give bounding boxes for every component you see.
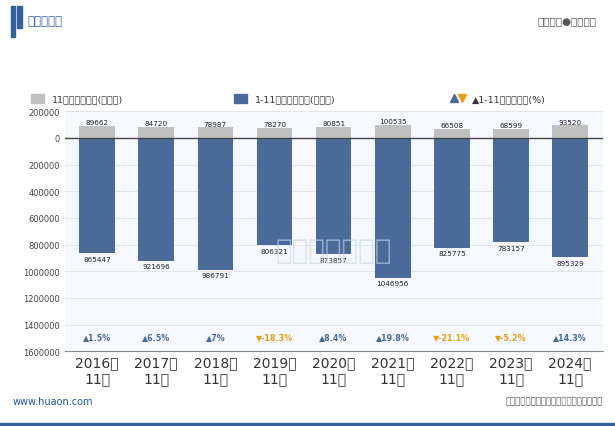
Bar <box>197 138 233 270</box>
Text: ▲7%: ▲7% <box>205 332 225 341</box>
Text: 78270: 78270 <box>263 121 286 127</box>
Text: ▲6.5%: ▲6.5% <box>142 332 170 341</box>
Text: 89662: 89662 <box>85 120 109 126</box>
Text: 华经产业研究院: 华经产业研究院 <box>276 237 392 265</box>
Text: 873857: 873857 <box>320 257 347 263</box>
Bar <box>138 127 174 138</box>
Bar <box>11 7 15 38</box>
Text: 80851: 80851 <box>322 121 345 127</box>
Text: 806321: 806321 <box>261 248 288 254</box>
Bar <box>257 138 292 246</box>
Text: 数据来源：中国海关；华经产业研究院整理: 数据来源：中国海关；华经产业研究院整理 <box>506 397 603 406</box>
Text: 2016-2024年11月吉林省外商投资企业进出口总额: 2016-2024年11月吉林省外商投资企业进出口总额 <box>161 58 454 76</box>
Bar <box>493 138 529 243</box>
Text: 865447: 865447 <box>83 256 111 262</box>
Bar <box>31 95 44 104</box>
Text: 895329: 895329 <box>557 260 584 266</box>
Text: 66508: 66508 <box>440 123 464 129</box>
Bar <box>79 127 115 138</box>
Bar <box>316 128 351 138</box>
Text: 1-11月进出口总额(万美元): 1-11月进出口总额(万美元) <box>255 95 335 104</box>
Text: ▲14.3%: ▲14.3% <box>554 332 587 341</box>
Bar <box>375 125 411 138</box>
Text: ▼-21.1%: ▼-21.1% <box>434 332 470 341</box>
Text: ▲1.5%: ▲1.5% <box>83 332 111 341</box>
Bar <box>316 138 351 255</box>
Text: 84720: 84720 <box>145 121 168 127</box>
Text: ▲19.8%: ▲19.8% <box>376 332 410 341</box>
Text: 专业严谨●客观科学: 专业严谨●客观科学 <box>538 17 597 26</box>
Text: 825775: 825775 <box>438 251 466 257</box>
Text: 华经情报网: 华经情报网 <box>28 15 63 28</box>
Text: 783157: 783157 <box>497 245 525 251</box>
Text: 921696: 921696 <box>142 264 170 270</box>
Text: 100535: 100535 <box>379 118 407 124</box>
Bar <box>434 130 470 138</box>
Text: ▲1-11月同比增速(%): ▲1-11月同比增速(%) <box>472 95 546 104</box>
Bar <box>375 138 411 278</box>
Text: 1046956: 1046956 <box>376 280 409 286</box>
Bar <box>138 138 174 261</box>
Bar <box>0 423 615 426</box>
Bar <box>493 130 529 138</box>
Bar <box>257 128 292 138</box>
Bar <box>434 138 470 248</box>
Text: 93520: 93520 <box>558 119 582 125</box>
Bar <box>17 7 22 29</box>
Text: www.huaon.com: www.huaon.com <box>12 396 93 406</box>
Text: 68599: 68599 <box>499 123 523 129</box>
Bar <box>552 138 588 258</box>
Text: ▼-18.3%: ▼-18.3% <box>256 332 293 341</box>
Bar <box>234 95 247 104</box>
Text: 11月进出口总额(万美元): 11月进出口总额(万美元) <box>52 95 123 104</box>
Text: 78987: 78987 <box>204 121 227 127</box>
Bar <box>197 128 233 138</box>
Text: ▼-5.2%: ▼-5.2% <box>495 332 527 341</box>
Text: ▲8.4%: ▲8.4% <box>319 332 348 341</box>
Bar <box>79 138 115 254</box>
Bar <box>552 126 588 138</box>
Text: 986791: 986791 <box>202 272 229 278</box>
